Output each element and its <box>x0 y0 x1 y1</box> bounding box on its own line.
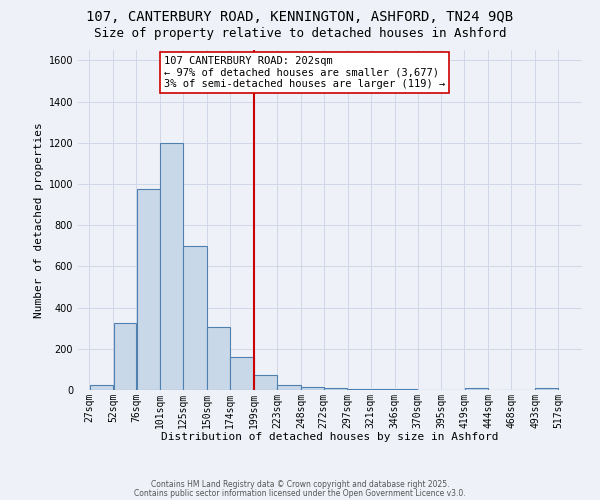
Text: 107 CANTERBURY ROAD: 202sqm
← 97% of detached houses are smaller (3,677)
3% of s: 107 CANTERBURY ROAD: 202sqm ← 97% of det… <box>164 56 445 90</box>
Bar <box>208 327 230 390</box>
Text: Size of property relative to detached houses in Ashford: Size of property relative to detached ho… <box>94 28 506 40</box>
Bar <box>348 389 370 390</box>
Bar <box>137 189 160 390</box>
Text: Contains public sector information licensed under the Open Government Licence v3: Contains public sector information licen… <box>134 488 466 498</box>
Bar <box>301 387 323 390</box>
Bar <box>277 385 301 390</box>
Bar <box>464 388 488 390</box>
Bar <box>395 389 417 390</box>
Bar <box>324 388 347 390</box>
Y-axis label: Number of detached properties: Number of detached properties <box>34 122 44 318</box>
Bar <box>184 246 207 390</box>
Bar <box>230 357 254 390</box>
Text: Contains HM Land Registry data © Crown copyright and database right 2025.: Contains HM Land Registry data © Crown c… <box>151 480 449 489</box>
Bar <box>90 385 113 390</box>
Bar <box>535 388 558 390</box>
Bar <box>371 389 394 390</box>
Bar <box>160 142 183 390</box>
Bar <box>254 374 277 390</box>
Text: 107, CANTERBURY ROAD, KENNINGTON, ASHFORD, TN24 9QB: 107, CANTERBURY ROAD, KENNINGTON, ASHFOR… <box>86 10 514 24</box>
Bar <box>113 323 136 390</box>
X-axis label: Distribution of detached houses by size in Ashford: Distribution of detached houses by size … <box>161 432 499 442</box>
